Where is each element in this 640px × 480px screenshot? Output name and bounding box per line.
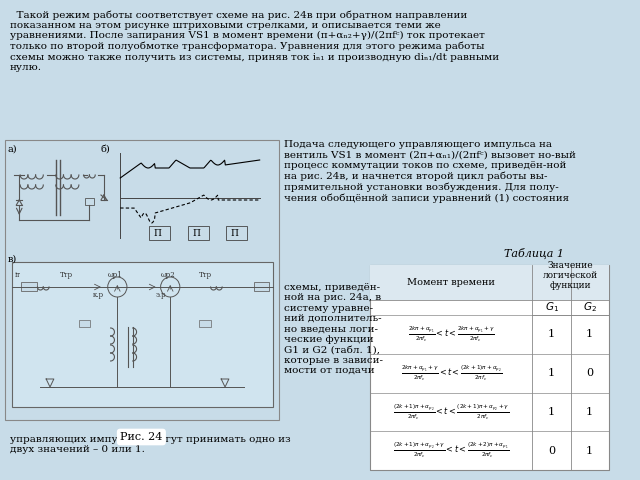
Text: Tтр: Tтр bbox=[60, 271, 73, 279]
Text: $\frac{2k\pi+\alpha_{p_1}+\gamma}{2\pi f_c} < t < \frac{(2k+1)\pi+\alpha_{p_2}}{: $\frac{2k\pi+\alpha_{p_1}+\gamma}{2\pi f… bbox=[401, 363, 502, 383]
Text: Такой режим работы соответствует схеме на рис. 24в при обратном направлении
пока: Такой режим работы соответствует схеме н… bbox=[10, 10, 499, 72]
Text: $\frac{(2k+1)\pi+\alpha_{p_2}}{2\pi f_c} < t < \frac{(2k+1)\pi+\alpha_{p_2}+\gam: $\frac{(2k+1)\pi+\alpha_{p_2}}{2\pi f_c}… bbox=[393, 402, 509, 421]
Bar bbox=[199, 320, 211, 327]
Text: $\frac{2k\pi+\alpha_{p_1}}{2\pi f_c} < t < \frac{2k\pi+\alpha_{p_1}+\gamma}{2\pi: $\frac{2k\pi+\alpha_{p_1}}{2\pi f_c} < t… bbox=[408, 324, 495, 344]
Text: а): а) bbox=[8, 145, 17, 154]
Text: П: П bbox=[193, 229, 200, 238]
Text: схемы, приведён-
ной на рис. 24а, в
систему уравне-
ний дополнитель-
но введены : схемы, приведён- ной на рис. 24а, в сист… bbox=[284, 283, 383, 375]
Text: 0: 0 bbox=[586, 368, 593, 378]
Text: Рис. 24: Рис. 24 bbox=[120, 432, 163, 442]
Text: 1: 1 bbox=[548, 368, 555, 378]
Text: Значение
логической
функции: Значение логической функции bbox=[543, 261, 598, 290]
Text: Таблица 1: Таблица 1 bbox=[504, 248, 564, 259]
Bar bbox=[12, 262, 273, 407]
Text: б): б) bbox=[101, 145, 111, 154]
Bar bbox=[226, 226, 247, 240]
Bar bbox=[149, 226, 170, 240]
Text: 1: 1 bbox=[586, 407, 593, 417]
Bar bbox=[371, 265, 609, 470]
Bar bbox=[21, 282, 36, 291]
Bar bbox=[84, 198, 94, 205]
Text: Момент времени: Момент времени bbox=[408, 278, 495, 287]
Bar bbox=[254, 282, 269, 291]
Text: ωр1: ωр1 bbox=[108, 271, 122, 279]
Text: э.р: э.р bbox=[156, 291, 166, 299]
Text: 0: 0 bbox=[548, 445, 555, 456]
Text: к.р: к.р bbox=[93, 291, 104, 299]
Bar bbox=[5, 140, 279, 420]
Bar bbox=[371, 265, 609, 300]
Text: П: П bbox=[231, 229, 239, 238]
Bar bbox=[188, 226, 209, 240]
Text: $G_1$: $G_1$ bbox=[545, 300, 559, 314]
Text: iт: iт bbox=[15, 271, 20, 279]
Text: 1: 1 bbox=[586, 329, 593, 339]
Text: 1: 1 bbox=[548, 407, 555, 417]
Text: Подача следующего управляющего импульса на
вентиль VS1 в момент (2π+αₙ₁)/(2πfᶜ) : Подача следующего управляющего импульса … bbox=[284, 140, 575, 203]
Text: в): в) bbox=[8, 255, 17, 264]
Text: 1: 1 bbox=[548, 329, 555, 339]
Text: управляющих импульсов могут принимать одно из
двух значений – 0 или 1.: управляющих импульсов могут принимать од… bbox=[10, 435, 291, 455]
Text: П: П bbox=[154, 229, 162, 238]
Text: $G_2$: $G_2$ bbox=[583, 300, 596, 314]
Bar bbox=[79, 320, 90, 327]
Text: ωр2: ωр2 bbox=[161, 271, 175, 279]
Text: 1: 1 bbox=[586, 445, 593, 456]
Text: Tтр: Tтр bbox=[199, 271, 212, 279]
Text: $\frac{(2k+1)\pi+\alpha_{p_2}+\gamma}{2\pi f_c} < t < \frac{(2k+2)\pi+\alpha_{p_: $\frac{(2k+1)\pi+\alpha_{p_2}+\gamma}{2\… bbox=[394, 441, 509, 460]
